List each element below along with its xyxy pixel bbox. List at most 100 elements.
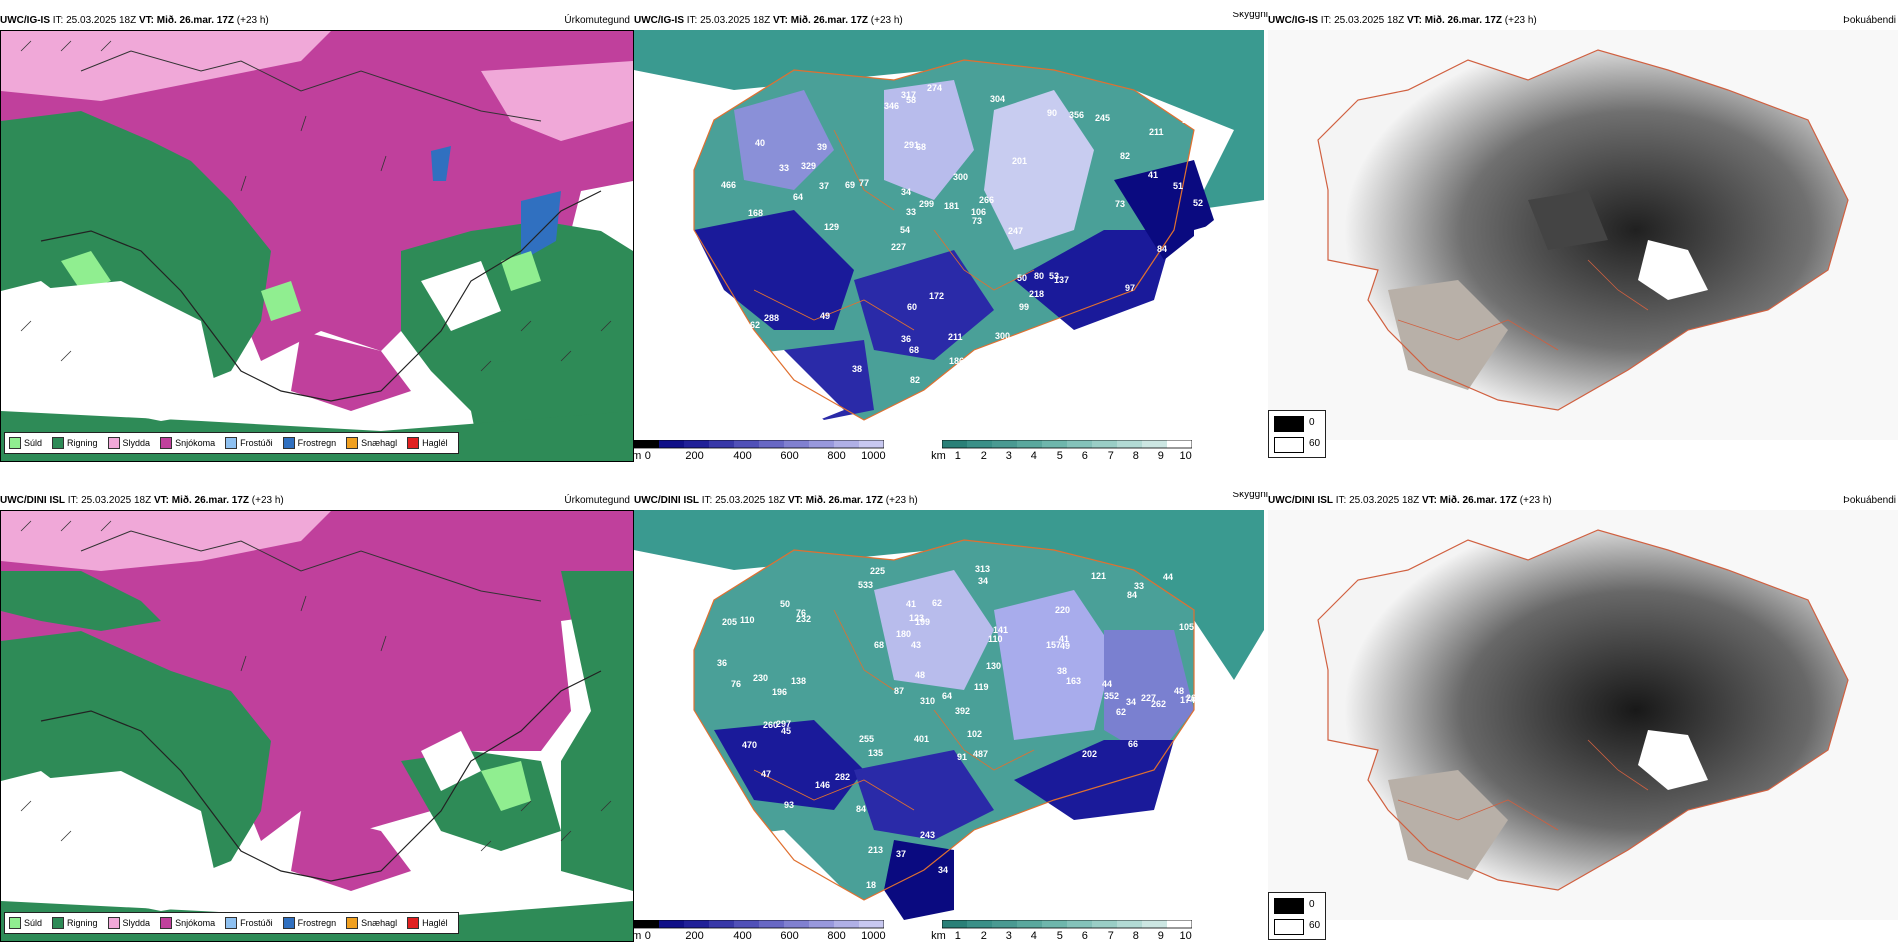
- lead-time: (+23 h): [251, 495, 284, 506]
- visibility-colorbar: km 1 2 3 4 5 6 7 8 9 10: [931, 439, 1193, 462]
- it-prefix: IT:: [701, 495, 713, 506]
- visibility-value-label: 64: [1135, 341, 1145, 351]
- legend-item: Haglél: [407, 917, 448, 929]
- vt-value: Mið. 26.mar. 17Z: [1424, 15, 1503, 26]
- vt-prefix: VT:: [1421, 495, 1437, 506]
- visibility-value-label: 77: [859, 178, 869, 188]
- legend-item: Slydda: [107, 917, 150, 929]
- panel-header: UWC/IG-IS IT: 25.03.2025 18Z VT: Mið. 26…: [1268, 12, 1537, 30]
- visibility-value-label: 392: [955, 706, 970, 716]
- height-tick: 200: [685, 450, 704, 462]
- visibility-value-label: 110: [988, 634, 1003, 644]
- vis-tick: 3: [1005, 450, 1012, 462]
- vt-value: Mið. 26.mar. 17Z: [805, 495, 884, 506]
- visibility-value-label: 300: [953, 172, 968, 182]
- legend-label: Haglél: [422, 438, 448, 448]
- legend-swatch: [282, 437, 295, 449]
- fog-legend-high: 60: [1309, 920, 1321, 931]
- visibility-value-label: 196: [772, 687, 787, 697]
- vis-tick: 10: [1179, 930, 1192, 942]
- height-unit: m: [634, 450, 642, 462]
- vis-tick: 2: [980, 930, 987, 942]
- visibility-value-label: 157: [1046, 640, 1061, 650]
- it-value: 25.03.2025 18Z: [700, 15, 771, 26]
- height-tick: 400: [733, 930, 752, 942]
- visibility-value-label: 73: [1115, 199, 1125, 209]
- precip-legend: Súld Rigning Slydda Snjókoma Frostúði Fr…: [4, 432, 459, 454]
- precip-map: [0, 510, 634, 942]
- visibility-value-label: 230: [753, 673, 768, 683]
- vis-unit: km: [931, 930, 946, 942]
- visibility-value-label: 401: [914, 734, 929, 744]
- panel-title: Skyggni: [1232, 12, 1268, 20]
- legend-swatch: [9, 437, 21, 449]
- visibility-value-label: 73: [972, 216, 982, 226]
- vis-tick: 4: [1030, 450, 1037, 462]
- visibility-value-label: 41: [1148, 170, 1158, 180]
- visibility-value-label: 266: [979, 195, 994, 205]
- height-tick: 0: [644, 450, 651, 462]
- visibility-value-label: 38: [852, 364, 862, 374]
- legend-item: Frostregn: [282, 437, 337, 449]
- visibility-value-label: 48: [915, 670, 925, 680]
- height-unit: m: [634, 930, 642, 942]
- visibility-labels: 225 220 174 401 487 297 110 157 470 110 392 533 255 2…: [717, 564, 1201, 890]
- legend-item: Snæhagl: [346, 437, 397, 449]
- visibility-value-label: 69: [845, 180, 855, 190]
- visibility-value-label: 174: [1180, 695, 1195, 705]
- model-name: UWC/IG-IS: [634, 15, 684, 26]
- model-name: UWC/DINI ISL: [0, 495, 65, 506]
- vt-value: Mið. 26.mar. 17Z: [1439, 495, 1518, 506]
- visibility-value-label: 64: [793, 192, 803, 202]
- height-colorbar-ramp: [634, 439, 885, 449]
- legend-label: Haglél: [422, 918, 448, 928]
- visibility-value-label: 462: [1115, 828, 1130, 838]
- visibility-value-label: 49: [1060, 641, 1070, 651]
- visibility-value-label: 141: [993, 625, 1008, 635]
- legend-swatch: [52, 917, 65, 929]
- visibility-value-label: 80: [1034, 271, 1044, 281]
- visibility-value-label: 300: [995, 331, 1010, 341]
- vt-prefix: VT:: [787, 495, 803, 506]
- legend-label: Frostregn: [297, 438, 337, 448]
- precip-map: [0, 30, 634, 462]
- visibility-value-label: 310: [920, 696, 935, 706]
- visibility-value-label: 105: [1179, 622, 1194, 632]
- fog-legend-swatch-high: [1274, 919, 1304, 935]
- fog-legend-low: 0: [1309, 417, 1315, 428]
- visibility-value-label: 93: [784, 800, 794, 810]
- vis-tick: 5: [1056, 930, 1063, 942]
- visibility-value-label: 533: [858, 580, 873, 590]
- visibility-value-label: 45: [781, 726, 791, 736]
- it-value: 25.03.2025 18Z: [1349, 495, 1420, 506]
- visibility-value-label: 41: [1059, 634, 1069, 644]
- visibility-map: 225 220 174 401 487 297 110 157 470 110 392 533 255 2…: [634, 510, 1264, 920]
- legend-swatch: [225, 437, 238, 449]
- legend-item: Súld: [9, 437, 42, 449]
- height-tick: 1000: [861, 450, 886, 462]
- vis-tick: 10: [1179, 450, 1192, 462]
- it-value: 25.03.2025 18Z: [1334, 15, 1405, 26]
- legend-swatch: [407, 917, 420, 929]
- visibility-value-label: 172: [929, 291, 944, 301]
- it-value: 25.03.2025 18Z: [81, 495, 152, 506]
- legend-swatch: [160, 917, 173, 929]
- visibility-value-label: 90: [1047, 108, 1057, 118]
- fog-map: [1268, 30, 1898, 440]
- model-name: UWC/IG-IS: [0, 15, 50, 26]
- vis-tick: 6: [1081, 450, 1088, 462]
- visibility-value-label: 97: [1125, 283, 1135, 293]
- it-prefix: IT:: [52, 15, 64, 26]
- visibility-value-label: 33: [906, 207, 916, 217]
- visibility-value-label: 247: [1008, 226, 1023, 236]
- panel-title: Skyggni: [1232, 492, 1268, 500]
- visibility-value-label: 110: [740, 615, 755, 625]
- vt-prefix: VT:: [138, 15, 154, 26]
- visibility-value-label: 41: [906, 599, 916, 609]
- legend-item: Frostúði: [225, 917, 273, 929]
- visibility-value-label: 34: [938, 865, 948, 875]
- legend-item: Slydda: [107, 437, 150, 449]
- vis-tick: 1: [954, 930, 961, 942]
- visibility-colorbar-labels: km 1 2 3 4 5 6 7 8 9 10: [931, 930, 1192, 944]
- height-colorbar-labels: m 0 200 400 600 800 1000: [634, 930, 886, 944]
